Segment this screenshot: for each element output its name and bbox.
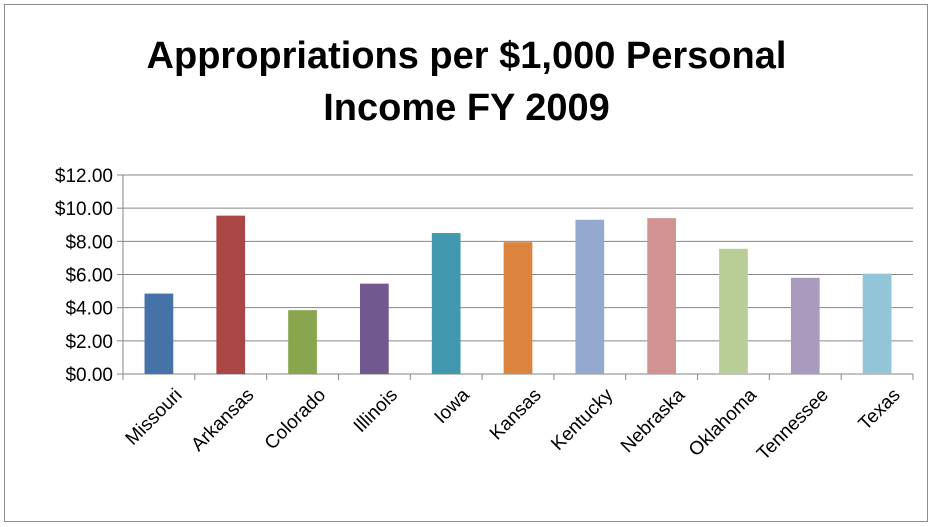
bar-colorado	[288, 310, 317, 374]
x-tick-label: Oklahoma	[685, 384, 761, 460]
x-tick-label: Kentucky	[547, 384, 617, 454]
y-tick-label: $12.00	[55, 166, 113, 187]
y-tick-label: $10.00	[55, 199, 113, 220]
bar-missouri	[144, 293, 174, 374]
x-tick-label: Illinois	[350, 385, 402, 437]
y-tick-label: $2.00	[65, 332, 113, 353]
x-tick-label: Iowa	[431, 384, 475, 428]
bar-texas	[862, 273, 892, 374]
bar-nebraska	[647, 218, 676, 374]
bar-iowa	[431, 233, 461, 374]
y-tick-label: $0.00	[65, 365, 113, 386]
x-tick-label: Texas	[855, 385, 905, 435]
chart-title-line-2: Income FY 2009	[323, 87, 610, 129]
chart-frame	[4, 4, 928, 522]
bar-oklahoma	[719, 248, 748, 374]
chart-title: Appropriations per $1,000 Personal Incom…	[0, 30, 933, 134]
y-tick-label: $4.00	[65, 299, 113, 320]
bar-kansas	[503, 242, 533, 374]
x-tick-label: Kansas	[486, 385, 546, 445]
bar-illinois	[360, 283, 389, 374]
y-tick-label: $8.00	[65, 232, 113, 253]
x-tick-label: Arkansas	[187, 385, 258, 456]
x-tick-label: Nebraska	[617, 384, 690, 457]
x-tick-label: Tennessee	[753, 385, 833, 465]
y-tick-label: $6.00	[65, 266, 113, 287]
x-tick-label: Missouri	[122, 385, 187, 450]
bar-kentucky	[575, 219, 605, 374]
x-tick-label: Colorado	[261, 385, 330, 454]
bar-arkansas	[216, 215, 246, 374]
bar-tennessee	[790, 277, 820, 374]
chart-title-line-1: Appropriations per $1,000 Personal	[146, 35, 787, 77]
